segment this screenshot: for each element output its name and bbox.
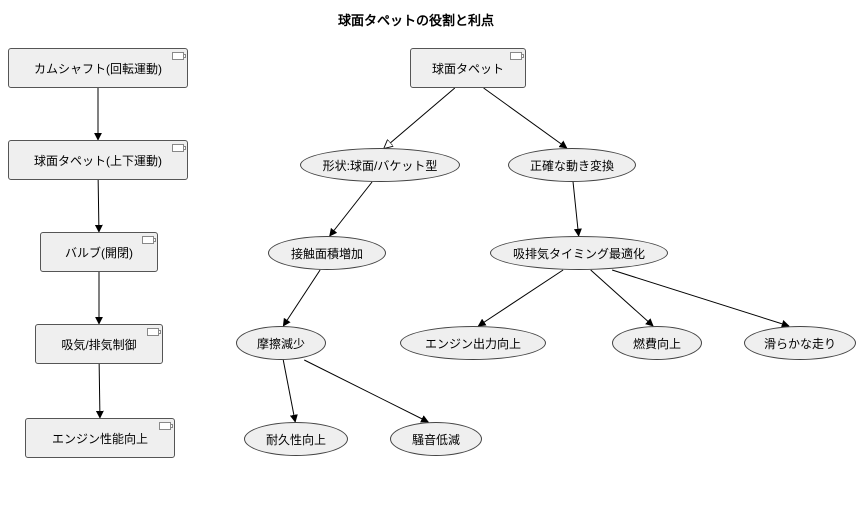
edge-timing-smooth xyxy=(612,270,789,326)
node-tappet: 球面タペット(上下運動) xyxy=(8,140,188,180)
edge-contact-fric xyxy=(283,270,320,326)
node-timing: 吸排気タイミング最適化 xyxy=(490,236,668,270)
node-dura: 耐久性向上 xyxy=(244,422,348,456)
node-intake: 吸気/排気制御 xyxy=(35,324,163,364)
edge-tappet-valve xyxy=(98,180,99,232)
node-smooth: 滑らかな走り xyxy=(744,326,856,360)
node-convert: 正確な動き変換 xyxy=(508,148,636,182)
edge-fric-dura xyxy=(283,360,295,422)
edge-timing-pow xyxy=(478,270,563,326)
node-fric: 摩擦減少 xyxy=(236,326,326,360)
node-sphere: 球面タペット xyxy=(410,48,526,88)
edge-sphere-convert xyxy=(484,88,567,148)
edge-convert-timing xyxy=(573,182,579,236)
edge-shape-contact xyxy=(330,182,372,236)
edge-intake-perf xyxy=(99,364,100,418)
node-shape: 形状:球面/バケット型 xyxy=(300,148,460,182)
node-perf: エンジン性能向上 xyxy=(25,418,175,458)
diagram-title: 球面タペットの役割と利点 xyxy=(338,10,494,29)
edge-sphere-shape xyxy=(384,88,454,148)
node-fuel: 燃費向上 xyxy=(612,326,702,360)
edge-fric-noise xyxy=(304,360,428,422)
node-contact: 接触面積増加 xyxy=(268,236,386,270)
node-cam: カムシャフト(回転運動) xyxy=(8,48,188,88)
edge-timing-fuel xyxy=(591,270,653,326)
node-valve: バルブ(開閉) xyxy=(40,232,158,272)
node-noise: 騒音低減 xyxy=(390,422,482,456)
node-pow: エンジン出力向上 xyxy=(400,326,546,360)
